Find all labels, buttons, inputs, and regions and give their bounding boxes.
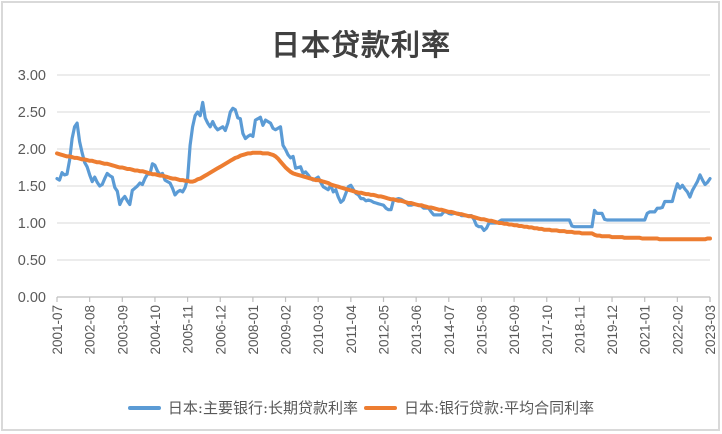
x-axis-tick-label: 2010-03 [311, 305, 326, 355]
x-axis-tick-label: 2003-09 [115, 305, 130, 355]
x-axis-tick-label: 2023-03 [703, 305, 718, 355]
x-axis-tick-label: 2015-08 [474, 305, 489, 355]
x-axis-tick-label: 2016-09 [507, 305, 522, 355]
x-axis-tick-label: 2009-02 [279, 305, 294, 355]
x-axis-tick-label: 2008-01 [246, 305, 261, 355]
x-axis-tick-label: 2019-12 [605, 305, 620, 355]
y-axis-tick-label: 1.00 [18, 216, 46, 232]
x-axis-tick-label: 2018-11 [572, 305, 587, 354]
y-axis-tick-label: 0.00 [18, 290, 46, 306]
x-axis-tick-label: 2002-08 [83, 305, 98, 355]
y-axis-tick-label: 3.00 [18, 68, 46, 84]
x-axis-tick-label: 2013-06 [409, 305, 424, 355]
y-axis-tick-label: 2.50 [18, 105, 46, 121]
y-axis-tick-label: 1.50 [18, 179, 46, 195]
x-axis-tick-label: 2004-10 [148, 305, 163, 355]
y-axis-tick-label: 0.50 [18, 253, 46, 269]
x-axis-tick-label: 2012-05 [377, 305, 392, 355]
x-axis-tick-label: 2006-12 [213, 305, 228, 355]
legend-label-long-term-rate: 日本:主要银行:长期贷款利率 [167, 399, 358, 417]
y-axis-tick-label: 2.00 [18, 142, 46, 158]
legend-swatch-avg-contract-rate [364, 406, 397, 410]
x-axis-tick-label: 2014-07 [442, 305, 457, 355]
legend-label-avg-contract-rate: 日本:银行贷款:平均合同利率 [404, 399, 595, 417]
legend: 日本:主要银行:长期贷款利率 日本:银行贷款:平均合同利率 [0, 399, 722, 417]
x-axis-tick-label: 2001-07 [50, 305, 65, 355]
x-axis-tick-label: 2005-11 [181, 305, 196, 354]
chart-title: 日本贷款利率 [270, 28, 451, 62]
series-line-1 [55, 150, 712, 242]
x-axis-tick-label: 2011-04 [344, 305, 359, 354]
x-axis-tick-label: 2021-01 [638, 305, 653, 355]
legend-swatch-long-term-rate [127, 406, 161, 410]
series-line-0 [55, 100, 712, 232]
x-axis-tick-label: 2022-02 [670, 305, 685, 355]
x-axis-tick-label: 2017-10 [540, 305, 555, 355]
